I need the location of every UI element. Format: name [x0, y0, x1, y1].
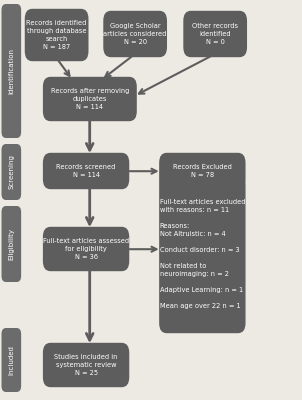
FancyBboxPatch shape: [2, 4, 21, 138]
Text: Included: Included: [8, 345, 14, 375]
Text: Records screened
N = 114: Records screened N = 114: [56, 164, 116, 178]
Text: Identification: Identification: [8, 48, 14, 94]
Text: Records identified
through database
search
N = 187: Records identified through database sear…: [27, 20, 87, 50]
FancyBboxPatch shape: [25, 9, 88, 61]
FancyBboxPatch shape: [2, 144, 21, 200]
Text: Studies included in
systematic review
N = 25: Studies included in systematic review N …: [54, 354, 118, 376]
Text: Screening: Screening: [8, 154, 14, 190]
Text: Full-text articles excluded
with reasons: n = 11

Reasons:
Not Altruistic: n = 4: Full-text articles excluded with reasons…: [159, 199, 245, 309]
Text: Eligibility: Eligibility: [8, 228, 14, 260]
FancyBboxPatch shape: [183, 11, 247, 57]
FancyBboxPatch shape: [159, 153, 246, 189]
FancyBboxPatch shape: [2, 328, 21, 392]
FancyBboxPatch shape: [43, 343, 129, 387]
Text: Full-text articles assessed
for eligibility
N = 36: Full-text articles assessed for eligibil…: [43, 238, 129, 260]
FancyBboxPatch shape: [159, 175, 246, 333]
Text: Google Scholar
articles considered
N = 20: Google Scholar articles considered N = 2…: [104, 23, 167, 45]
Text: Other records
identified
N = 0: Other records identified N = 0: [192, 23, 238, 45]
Text: Records after removing
duplicates
N = 114: Records after removing duplicates N = 11…: [51, 88, 129, 110]
FancyBboxPatch shape: [43, 77, 137, 121]
FancyBboxPatch shape: [43, 153, 129, 189]
FancyBboxPatch shape: [2, 206, 21, 282]
FancyBboxPatch shape: [103, 11, 167, 57]
FancyBboxPatch shape: [43, 227, 129, 271]
Text: Records Excluded
N = 78: Records Excluded N = 78: [173, 164, 232, 178]
